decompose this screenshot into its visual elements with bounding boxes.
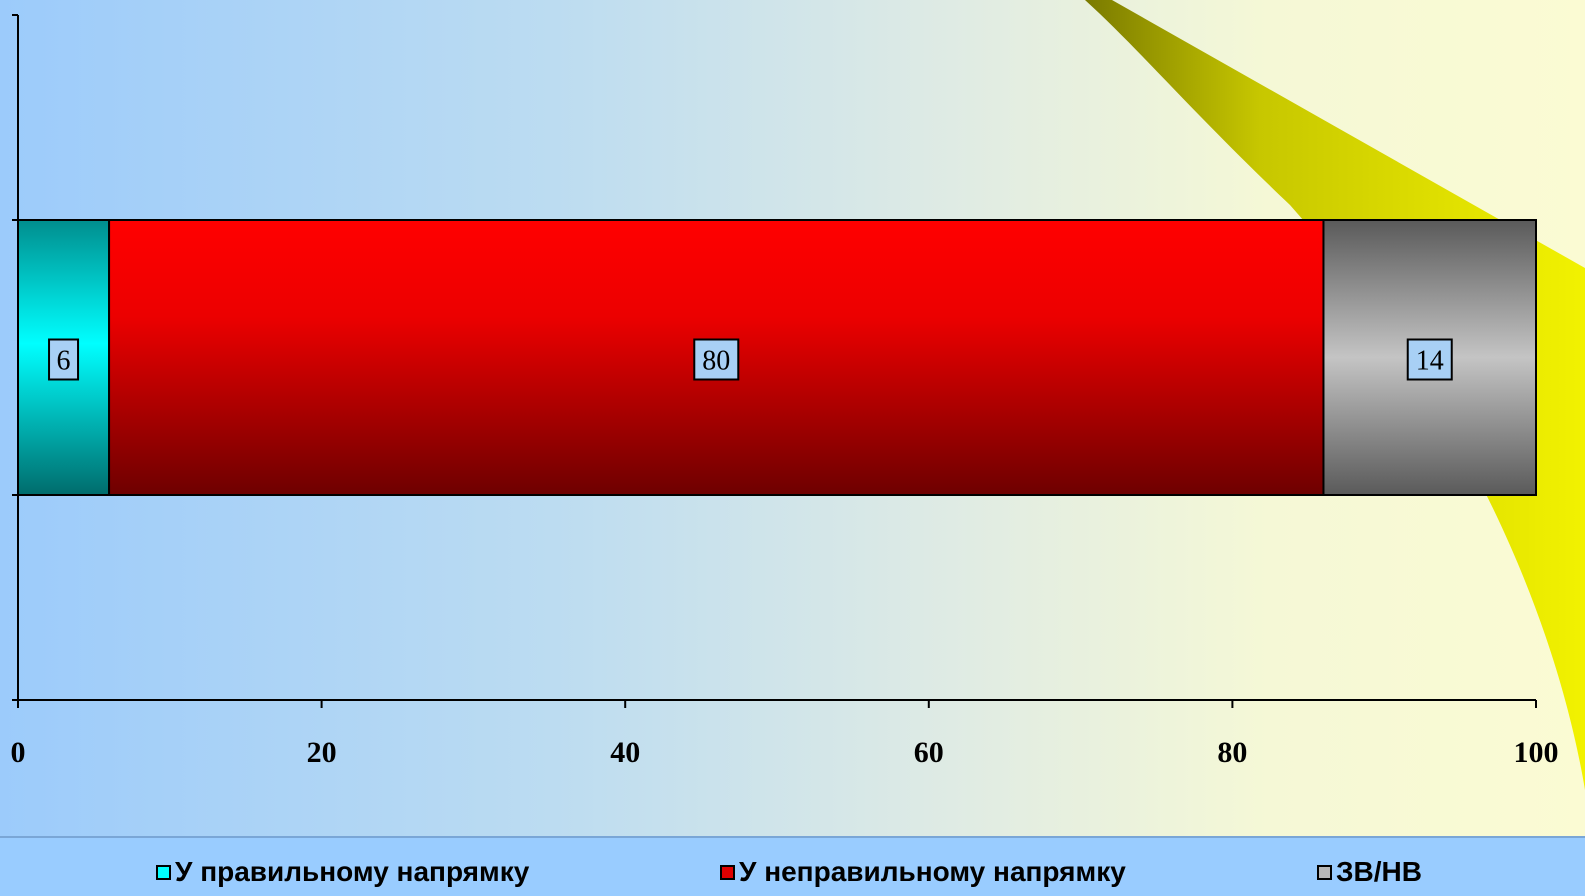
decorative-swoosh xyxy=(1085,0,1585,790)
x-tick-label: 20 xyxy=(307,736,337,769)
x-tick-label: 40 xyxy=(610,736,640,769)
x-tick-label: 0 xyxy=(11,736,26,769)
legend-swatch-gray xyxy=(1317,864,1332,880)
legend-item-dk-na: ЗВ/НВ xyxy=(1317,856,1422,888)
legend-label: У неправильному напрямку xyxy=(739,856,1126,887)
x-tick-label: 100 xyxy=(1514,736,1559,769)
legend-label: У правильному напрямку xyxy=(175,856,530,887)
data-label-box xyxy=(1406,338,1453,381)
data-label-box xyxy=(48,338,80,381)
legend: У правильному напрямку У неправильному н… xyxy=(0,836,1585,896)
legend-swatch-cyan xyxy=(156,864,171,880)
data-label-box xyxy=(693,338,740,381)
data-label: 80 xyxy=(702,346,730,377)
chart-area: 6 80 14 0 20 40 60 80 100 xyxy=(0,0,1585,836)
x-tick-label: 80 xyxy=(1217,736,1247,769)
data-label: 14 xyxy=(1416,346,1444,377)
legend-item-incorrect: У неправильному напрямку xyxy=(720,856,1126,888)
legend-label: ЗВ/НВ xyxy=(1336,856,1422,887)
x-tick-label: 60 xyxy=(914,736,944,769)
legend-swatch-red xyxy=(720,864,735,880)
data-label: 6 xyxy=(57,346,71,377)
bar-chart: 6 80 14 0 20 40 60 80 100 xyxy=(11,0,1585,790)
bar-segment xyxy=(1322,219,1537,496)
legend-item-correct: У правильному напрямку xyxy=(156,856,529,888)
